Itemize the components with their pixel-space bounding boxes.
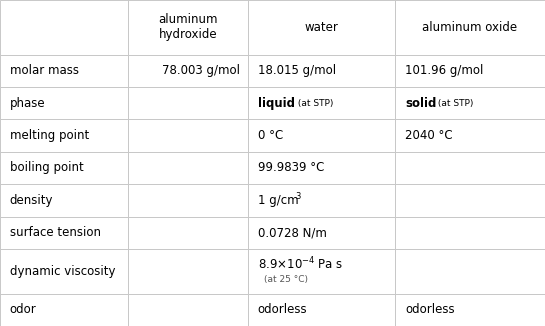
- Text: odor: odor: [10, 303, 37, 316]
- Text: solid: solid: [405, 97, 437, 110]
- Bar: [248, 55, 395, 87]
- Bar: [128, 184, 248, 216]
- Text: odorless: odorless: [405, 303, 455, 316]
- Bar: [395, 55, 545, 87]
- Text: boiling point: boiling point: [10, 161, 83, 174]
- Text: water: water: [305, 21, 338, 34]
- Bar: [395, 216, 545, 249]
- Bar: [0, 87, 128, 119]
- Text: melting point: melting point: [10, 129, 89, 142]
- Text: 18.015 g/mol: 18.015 g/mol: [258, 65, 336, 77]
- Text: 8.9$\times$10$^{-4}$ Pa s: 8.9$\times$10$^{-4}$ Pa s: [258, 256, 343, 273]
- Text: (at 25 °C): (at 25 °C): [264, 275, 308, 284]
- Text: 99.9839 °C: 99.9839 °C: [258, 161, 324, 174]
- Bar: [395, 249, 545, 294]
- Text: liquid: liquid: [258, 97, 295, 110]
- Bar: [395, 294, 545, 326]
- Bar: [248, 216, 395, 249]
- Text: 3: 3: [295, 192, 300, 200]
- Bar: [0, 0, 128, 55]
- Bar: [128, 294, 248, 326]
- Bar: [0, 294, 128, 326]
- Bar: [248, 184, 395, 216]
- Bar: [248, 87, 395, 119]
- Bar: [248, 294, 395, 326]
- Text: 1 g/cm: 1 g/cm: [258, 194, 299, 207]
- Bar: [0, 55, 128, 87]
- Bar: [0, 216, 128, 249]
- Bar: [395, 184, 545, 216]
- Text: density: density: [10, 194, 53, 207]
- Text: molar mass: molar mass: [10, 65, 79, 77]
- Bar: [128, 249, 248, 294]
- Text: (at STP): (at STP): [295, 99, 333, 108]
- Bar: [128, 87, 248, 119]
- Text: 101.96 g/mol: 101.96 g/mol: [405, 65, 483, 77]
- Text: aluminum oxide: aluminum oxide: [422, 21, 518, 34]
- Text: 2040 °C: 2040 °C: [405, 129, 452, 142]
- Bar: [0, 119, 128, 152]
- Bar: [248, 0, 395, 55]
- Bar: [0, 249, 128, 294]
- Text: dynamic viscosity: dynamic viscosity: [10, 265, 116, 278]
- Bar: [395, 152, 545, 184]
- Text: aluminum
hydroxide: aluminum hydroxide: [158, 13, 218, 41]
- Bar: [0, 184, 128, 216]
- Bar: [128, 119, 248, 152]
- Text: 0.0728 N/m: 0.0728 N/m: [258, 226, 326, 239]
- Bar: [395, 0, 545, 55]
- Text: 0 °C: 0 °C: [258, 129, 283, 142]
- Text: phase: phase: [10, 97, 45, 110]
- Bar: [128, 216, 248, 249]
- Bar: [395, 87, 545, 119]
- Bar: [0, 152, 128, 184]
- Bar: [248, 119, 395, 152]
- Bar: [128, 152, 248, 184]
- Bar: [128, 0, 248, 55]
- Text: 78.003 g/mol: 78.003 g/mol: [162, 65, 240, 77]
- Text: odorless: odorless: [258, 303, 307, 316]
- Bar: [128, 55, 248, 87]
- Bar: [395, 119, 545, 152]
- Text: surface tension: surface tension: [10, 226, 101, 239]
- Bar: [248, 249, 395, 294]
- Text: (at STP): (at STP): [435, 99, 473, 108]
- Bar: [248, 152, 395, 184]
